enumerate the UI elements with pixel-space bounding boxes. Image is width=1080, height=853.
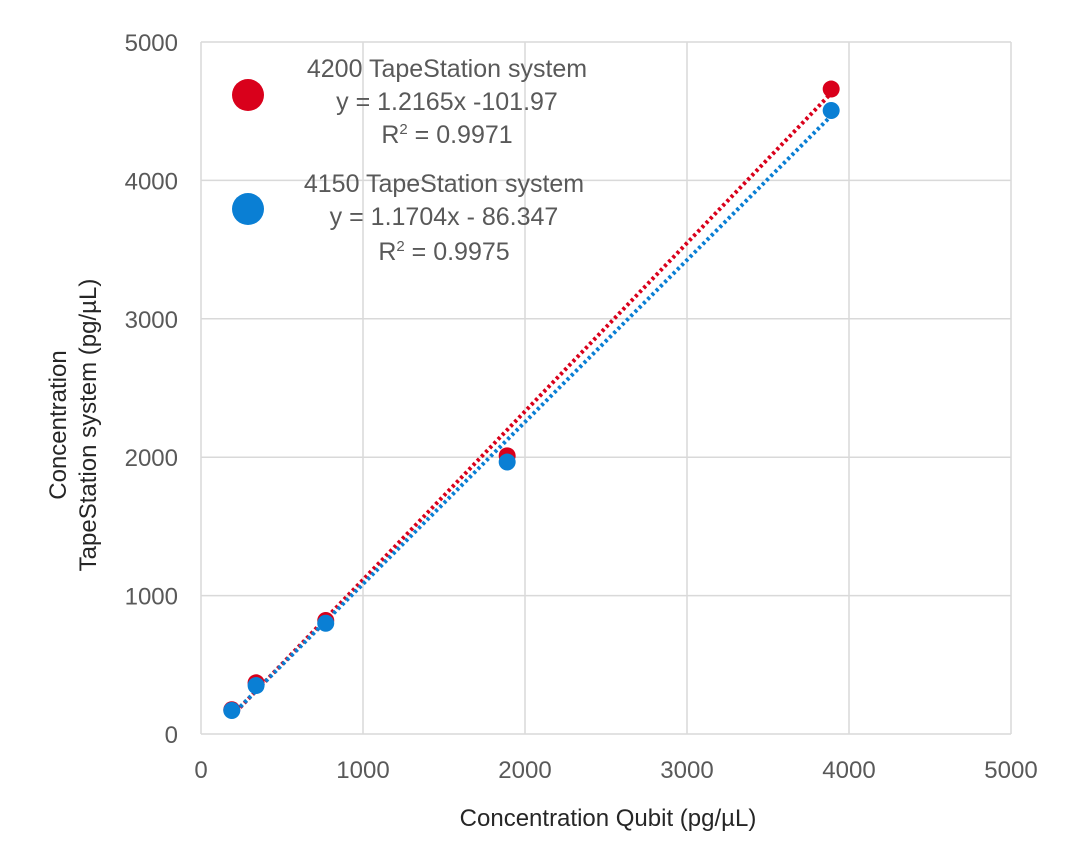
legend: 4200 TapeStation system y = 1.2165x -101… [232, 55, 587, 266]
x-axis-ticks: 0 1000 2000 3000 4000 5000 [194, 757, 1037, 784]
data-points [223, 80, 840, 719]
x-tick-label: 1000 [336, 757, 389, 784]
trendline-4200 [230, 91, 833, 718]
y-tick-label: 1000 [125, 584, 178, 611]
legend-marker-4200 [232, 79, 264, 111]
y-axis-title-line-1: Concentration [45, 350, 72, 499]
r-squared-4200: R2 = 0.9971 [381, 121, 512, 149]
x-tick-label: 4000 [822, 757, 875, 784]
x-tick-label: 2000 [498, 757, 551, 784]
r-squared-4150: R2 = 0.9975 [378, 238, 509, 266]
legend-marker-4150 [232, 193, 264, 225]
y-axis-title-line-2: TapeStation system (pg/µL) [75, 279, 102, 572]
legend-label-4150: 4150 TapeStation system [304, 170, 584, 198]
x-tick-label: 5000 [984, 757, 1037, 784]
equation-4150: y = 1.1704x - 86.347 [330, 203, 559, 231]
grid-lines [200, 41, 1012, 735]
x-axis-title: Concentration Qubit (pg/µL) [460, 805, 757, 832]
x-tick-label: 0 [194, 757, 207, 784]
data-point-4150 [317, 614, 335, 632]
data-point-4150 [498, 453, 516, 471]
y-axis-title: Concentration TapeStation system (pg/µL) [45, 279, 102, 572]
data-point-4150 [223, 701, 241, 719]
data-point-4150 [247, 677, 265, 695]
trendlines [230, 91, 833, 718]
y-tick-label: 0 [165, 722, 178, 749]
y-tick-label: 5000 [125, 30, 178, 57]
data-point-4150 [822, 102, 840, 120]
x-tick-label: 3000 [660, 757, 713, 784]
data-point-4200 [822, 80, 840, 98]
y-tick-label: 2000 [125, 445, 178, 472]
y-tick-label: 3000 [125, 307, 178, 334]
y-tick-label: 4000 [125, 168, 178, 195]
equation-4200: y = 1.2165x -101.97 [336, 88, 558, 116]
y-axis-ticks: 0 1000 2000 3000 4000 5000 [125, 30, 178, 749]
legend-label-4200: 4200 TapeStation system [307, 55, 587, 83]
